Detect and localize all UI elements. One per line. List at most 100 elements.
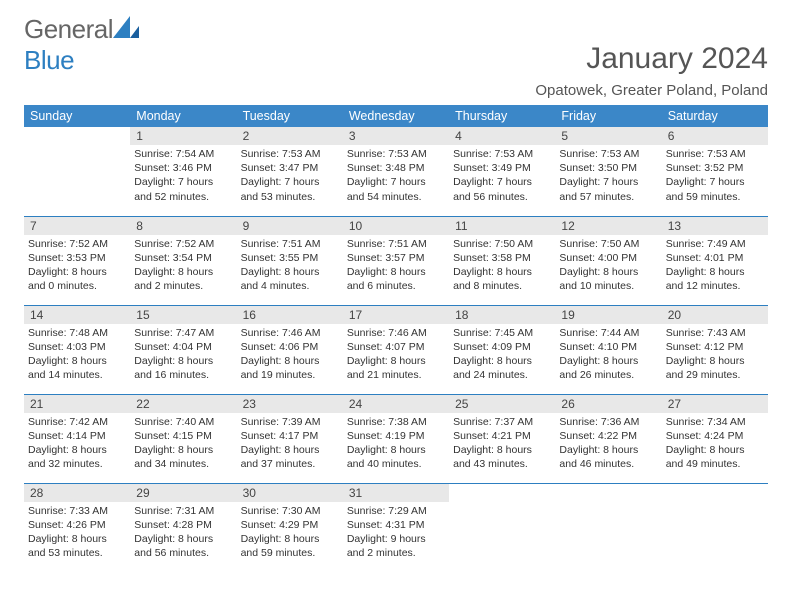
daylight-text: Daylight: 8 hours and 46 minutes. [559, 443, 657, 471]
day-cell: 9Sunrise: 7:51 AMSunset: 3:55 PMDaylight… [237, 216, 343, 305]
daylight-text: Daylight: 8 hours and 4 minutes. [241, 265, 339, 293]
day-cell: 21Sunrise: 7:42 AMSunset: 4:14 PMDayligh… [24, 394, 130, 483]
day-number: 8 [130, 217, 236, 235]
daylight-text: Daylight: 8 hours and 10 minutes. [559, 265, 657, 293]
daylight-text: Daylight: 8 hours and 29 minutes. [666, 354, 764, 382]
sunset-text: Sunset: 4:09 PM [453, 340, 551, 354]
daylight-text: Daylight: 8 hours and 2 minutes. [134, 265, 232, 293]
day-cell: 24Sunrise: 7:38 AMSunset: 4:19 PMDayligh… [343, 394, 449, 483]
day-details: Sunrise: 7:51 AMSunset: 3:55 PMDaylight:… [237, 235, 343, 294]
day-number: 27 [662, 395, 768, 413]
day-number [24, 127, 130, 145]
day-cell: 15Sunrise: 7:47 AMSunset: 4:04 PMDayligh… [130, 305, 236, 394]
day-details: Sunrise: 7:50 AMSunset: 3:58 PMDaylight:… [449, 235, 555, 294]
day-cell: 26Sunrise: 7:36 AMSunset: 4:22 PMDayligh… [555, 394, 661, 483]
day-header: Wednesday [343, 105, 449, 127]
sunrise-text: Sunrise: 7:43 AM [666, 326, 764, 340]
daylight-text: Daylight: 8 hours and 53 minutes. [28, 532, 126, 560]
day-cell [662, 483, 768, 572]
sunset-text: Sunset: 4:06 PM [241, 340, 339, 354]
sunrise-text: Sunrise: 7:53 AM [559, 147, 657, 161]
daylight-text: Daylight: 7 hours and 57 minutes. [559, 175, 657, 203]
day-header: Friday [555, 105, 661, 127]
daylight-text: Daylight: 7 hours and 52 minutes. [134, 175, 232, 203]
sunset-text: Sunset: 4:01 PM [666, 251, 764, 265]
day-details: Sunrise: 7:47 AMSunset: 4:04 PMDaylight:… [130, 324, 236, 383]
day-header: Saturday [662, 105, 768, 127]
day-number: 1 [130, 127, 236, 145]
day-number: 28 [24, 484, 130, 502]
sunset-text: Sunset: 4:03 PM [28, 340, 126, 354]
day-cell: 11Sunrise: 7:50 AMSunset: 3:58 PMDayligh… [449, 216, 555, 305]
day-details: Sunrise: 7:34 AMSunset: 4:24 PMDaylight:… [662, 413, 768, 472]
day-cell: 5Sunrise: 7:53 AMSunset: 3:50 PMDaylight… [555, 127, 661, 216]
day-cell: 4Sunrise: 7:53 AMSunset: 3:49 PMDaylight… [449, 127, 555, 216]
day-number: 2 [237, 127, 343, 145]
week-row: 7Sunrise: 7:52 AMSunset: 3:53 PMDaylight… [24, 216, 768, 305]
day-details: Sunrise: 7:53 AMSunset: 3:52 PMDaylight:… [662, 145, 768, 204]
day-cell [449, 483, 555, 572]
daylight-text: Daylight: 8 hours and 34 minutes. [134, 443, 232, 471]
sunrise-text: Sunrise: 7:50 AM [453, 237, 551, 251]
day-number: 20 [662, 306, 768, 324]
day-details: Sunrise: 7:38 AMSunset: 4:19 PMDaylight:… [343, 413, 449, 472]
sunrise-text: Sunrise: 7:29 AM [347, 504, 445, 518]
sunset-text: Sunset: 3:46 PM [134, 161, 232, 175]
sunset-text: Sunset: 4:24 PM [666, 429, 764, 443]
logo: GeneralBlue [24, 14, 139, 76]
daylight-text: Daylight: 8 hours and 19 minutes. [241, 354, 339, 382]
sunrise-text: Sunrise: 7:52 AM [134, 237, 232, 251]
day-cell [555, 483, 661, 572]
day-number: 30 [237, 484, 343, 502]
day-cell: 14Sunrise: 7:48 AMSunset: 4:03 PMDayligh… [24, 305, 130, 394]
day-number: 7 [24, 217, 130, 235]
sunset-text: Sunset: 3:47 PM [241, 161, 339, 175]
day-number: 12 [555, 217, 661, 235]
sunset-text: Sunset: 4:22 PM [559, 429, 657, 443]
daylight-text: Daylight: 8 hours and 32 minutes. [28, 443, 126, 471]
day-number [555, 484, 661, 502]
sunrise-text: Sunrise: 7:52 AM [28, 237, 126, 251]
day-cell: 16Sunrise: 7:46 AMSunset: 4:06 PMDayligh… [237, 305, 343, 394]
day-header: Thursday [449, 105, 555, 127]
sunrise-text: Sunrise: 7:47 AM [134, 326, 232, 340]
day-number: 13 [662, 217, 768, 235]
daylight-text: Daylight: 7 hours and 53 minutes. [241, 175, 339, 203]
day-details: Sunrise: 7:53 AMSunset: 3:47 PMDaylight:… [237, 145, 343, 204]
day-number: 4 [449, 127, 555, 145]
day-details: Sunrise: 7:45 AMSunset: 4:09 PMDaylight:… [449, 324, 555, 383]
sunset-text: Sunset: 4:07 PM [347, 340, 445, 354]
daylight-text: Daylight: 8 hours and 16 minutes. [134, 354, 232, 382]
daylight-text: Daylight: 8 hours and 0 minutes. [28, 265, 126, 293]
daylight-text: Daylight: 8 hours and 40 minutes. [347, 443, 445, 471]
day-cell: 20Sunrise: 7:43 AMSunset: 4:12 PMDayligh… [662, 305, 768, 394]
sunset-text: Sunset: 3:52 PM [666, 161, 764, 175]
sunset-text: Sunset: 4:10 PM [559, 340, 657, 354]
daylight-text: Daylight: 8 hours and 59 minutes. [241, 532, 339, 560]
day-details: Sunrise: 7:53 AMSunset: 3:50 PMDaylight:… [555, 145, 661, 204]
day-number: 25 [449, 395, 555, 413]
sunset-text: Sunset: 4:21 PM [453, 429, 551, 443]
day-number [662, 484, 768, 502]
day-details: Sunrise: 7:39 AMSunset: 4:17 PMDaylight:… [237, 413, 343, 472]
day-details: Sunrise: 7:50 AMSunset: 4:00 PMDaylight:… [555, 235, 661, 294]
sunset-text: Sunset: 3:53 PM [28, 251, 126, 265]
day-cell: 10Sunrise: 7:51 AMSunset: 3:57 PMDayligh… [343, 216, 449, 305]
sunset-text: Sunset: 4:26 PM [28, 518, 126, 532]
sunrise-text: Sunrise: 7:53 AM [347, 147, 445, 161]
daylight-text: Daylight: 8 hours and 56 minutes. [134, 532, 232, 560]
day-details: Sunrise: 7:42 AMSunset: 4:14 PMDaylight:… [24, 413, 130, 472]
daylight-text: Daylight: 8 hours and 14 minutes. [28, 354, 126, 382]
sunrise-text: Sunrise: 7:49 AM [666, 237, 764, 251]
day-details: Sunrise: 7:30 AMSunset: 4:29 PMDaylight:… [237, 502, 343, 561]
day-details: Sunrise: 7:52 AMSunset: 3:53 PMDaylight:… [24, 235, 130, 294]
day-cell: 29Sunrise: 7:31 AMSunset: 4:28 PMDayligh… [130, 483, 236, 572]
daylight-text: Daylight: 8 hours and 6 minutes. [347, 265, 445, 293]
sunrise-text: Sunrise: 7:39 AM [241, 415, 339, 429]
daylight-text: Daylight: 8 hours and 49 minutes. [666, 443, 764, 471]
day-details: Sunrise: 7:46 AMSunset: 4:07 PMDaylight:… [343, 324, 449, 383]
sunrise-text: Sunrise: 7:46 AM [347, 326, 445, 340]
sunrise-text: Sunrise: 7:37 AM [453, 415, 551, 429]
day-number: 29 [130, 484, 236, 502]
day-number: 22 [130, 395, 236, 413]
